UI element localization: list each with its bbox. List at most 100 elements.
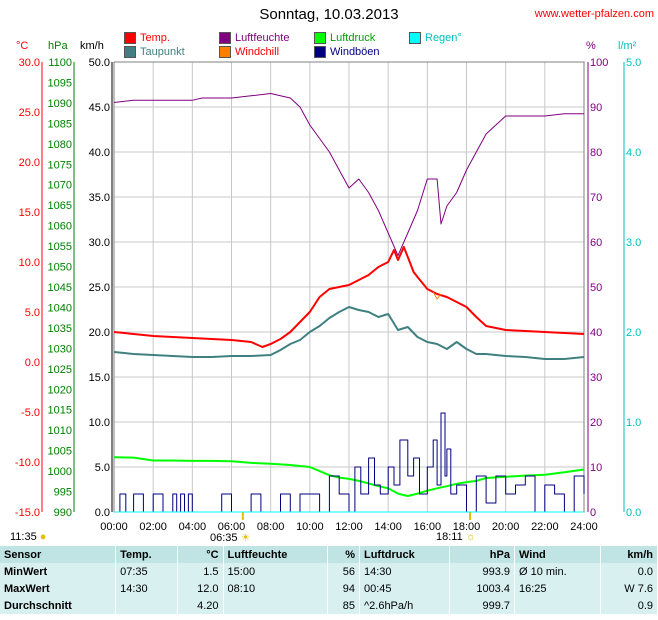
- press-tick-label: 1020: [48, 384, 72, 396]
- sun-left-label: 11:35 ●: [10, 531, 47, 543]
- series-line: [113, 306, 585, 360]
- wind-tick-label: 40.0: [89, 147, 110, 159]
- x-tick-label: 12:00: [335, 521, 363, 533]
- stats-header: °C: [177, 546, 224, 563]
- x-tick-label: 04:00: [179, 521, 207, 533]
- site-link[interactable]: www.wetter-pfalzen.com: [534, 8, 654, 20]
- legend-windchill: Windchill: [219, 46, 279, 58]
- stats-cell: ^2.6hPa/h: [359, 597, 451, 614]
- stats-cell: 1003.4: [449, 580, 515, 597]
- legend-label: Luftdruck: [330, 32, 376, 44]
- wind-tick-label: 0.0: [95, 507, 110, 519]
- legend-label: Taupunkt: [140, 46, 185, 58]
- stats-header: Luftfeuchte: [223, 546, 328, 563]
- sun-left-time: 11:35: [10, 531, 37, 543]
- press-tick-label: 1000: [48, 466, 72, 478]
- rain-tick-label: 2.0: [626, 327, 641, 339]
- press-tick-label: 1010: [48, 425, 72, 437]
- press-tick-label: 1085: [48, 118, 72, 130]
- stats-header: km/h: [600, 546, 658, 563]
- rain-tick-label: 5.0: [626, 57, 641, 69]
- legend-pressure: Luftdruck: [314, 32, 375, 44]
- stats-cell: 15:00: [223, 563, 328, 580]
- stats-cell: 56: [327, 563, 360, 580]
- temp-tick-label: 15.0: [19, 207, 40, 219]
- stats-table: Sensor Temp. °C Luftfeuchte % Luftdruck …: [0, 546, 658, 614]
- sunset-label: 18:11 ☼: [436, 531, 476, 543]
- rain-tick-label: 4.0: [626, 147, 641, 159]
- hum-tick-label: 20: [590, 417, 602, 429]
- x-tick-label: 16:00: [414, 521, 442, 533]
- temp-tick-label: 20.0: [19, 157, 40, 169]
- stats-header: Luftdruck: [359, 546, 451, 563]
- legend-label: Temp.: [140, 32, 170, 44]
- hum-tick-label: 50: [590, 282, 602, 294]
- press-tick-label: 1040: [48, 302, 72, 314]
- wind-tick-label: 50.0: [89, 57, 110, 69]
- series-line: [113, 246, 585, 348]
- legend-label: Windböen: [330, 46, 380, 58]
- x-tick-label: 22:00: [531, 521, 559, 533]
- wind-tick-label: 10.0: [89, 417, 110, 429]
- hum-tick-label: 60: [590, 237, 602, 249]
- rain-tick-label: 1.0: [626, 417, 641, 429]
- temp-tick-label: -10.0: [15, 457, 40, 469]
- legend-gusts: Windböen: [314, 46, 380, 58]
- press-tick-label: 990: [54, 507, 72, 519]
- hum-tick-label: 40: [590, 327, 602, 339]
- legend-swatch: [124, 46, 136, 58]
- stats-cell: W 7.6: [600, 580, 658, 597]
- stats-cell: 94: [327, 580, 360, 597]
- wind-tick-label: 45.0: [89, 102, 110, 114]
- stats-cell: 14:30: [359, 563, 451, 580]
- stats-header-row: Sensor Temp. °C Luftfeuchte % Luftdruck …: [0, 546, 658, 563]
- stats-header: Wind: [514, 546, 601, 563]
- press-tick-label: 995: [54, 487, 72, 499]
- press-tick-label: 1015: [48, 405, 72, 417]
- temp-tick-label: -15.0: [15, 507, 40, 519]
- hum-tick-label: 10: [590, 462, 602, 474]
- press-tick-label: 1030: [48, 343, 72, 355]
- wind-tick-label: 5.0: [95, 462, 110, 474]
- sunrise-time: 06:35: [210, 532, 238, 544]
- press-tick-label: 1070: [48, 180, 72, 192]
- press-tick-label: 1075: [48, 159, 72, 171]
- rain-unit: l/m²: [618, 40, 637, 52]
- chart-title: Sonntag, 10.03.2013: [259, 6, 399, 23]
- series-line: [113, 456, 585, 497]
- temp-tick-label: -5.0: [21, 407, 40, 419]
- legend-swatch: [124, 32, 136, 44]
- legend-label: Windchill: [235, 46, 280, 58]
- legend-swatch: [219, 32, 231, 44]
- wind-tick-label: 25.0: [89, 282, 110, 294]
- stats-row: MinWert 07:35 1.5 15:00 56 14:30 993.9 Ø…: [0, 563, 658, 580]
- stats-cell: [514, 597, 601, 614]
- stats-cell: 07:35: [115, 563, 178, 580]
- stats-cell: 08:10: [223, 580, 328, 597]
- press-tick-label: 1045: [48, 282, 72, 294]
- hum-tick-label: 80: [590, 147, 602, 159]
- stats-cell: Durchschnitt: [0, 597, 117, 614]
- x-tick-label: 20:00: [492, 521, 520, 533]
- press-tick-label: 1055: [48, 241, 72, 253]
- hum-tick-label: 90: [590, 102, 602, 114]
- stats-cell: 16:25: [514, 580, 601, 597]
- press-tick-label: 1060: [48, 221, 72, 233]
- stats-header: Sensor: [0, 546, 117, 563]
- stats-cell: 4.20: [177, 597, 224, 614]
- stats-cell: Ø 10 min.: [514, 563, 601, 580]
- press-tick-label: 1050: [48, 262, 72, 274]
- stats-header: %: [327, 546, 360, 563]
- stats-cell: 00:45: [359, 580, 451, 597]
- rain-tick-label: 3.0: [626, 237, 641, 249]
- press-tick-label: 1095: [48, 77, 72, 89]
- press-tick-label: 1080: [48, 139, 72, 151]
- temp-tick-label: 10.0: [19, 257, 40, 269]
- x-tick-label: 02:00: [139, 521, 167, 533]
- stats-cell: 12.0: [177, 580, 224, 597]
- sunset-time: 18:11: [436, 531, 463, 543]
- wind-tick-label: 30.0: [89, 237, 110, 249]
- stats-cell: 0.9: [600, 597, 658, 614]
- x-tick-label: 08:00: [257, 521, 285, 533]
- sunrise-label: 06:35 ☀: [210, 532, 251, 544]
